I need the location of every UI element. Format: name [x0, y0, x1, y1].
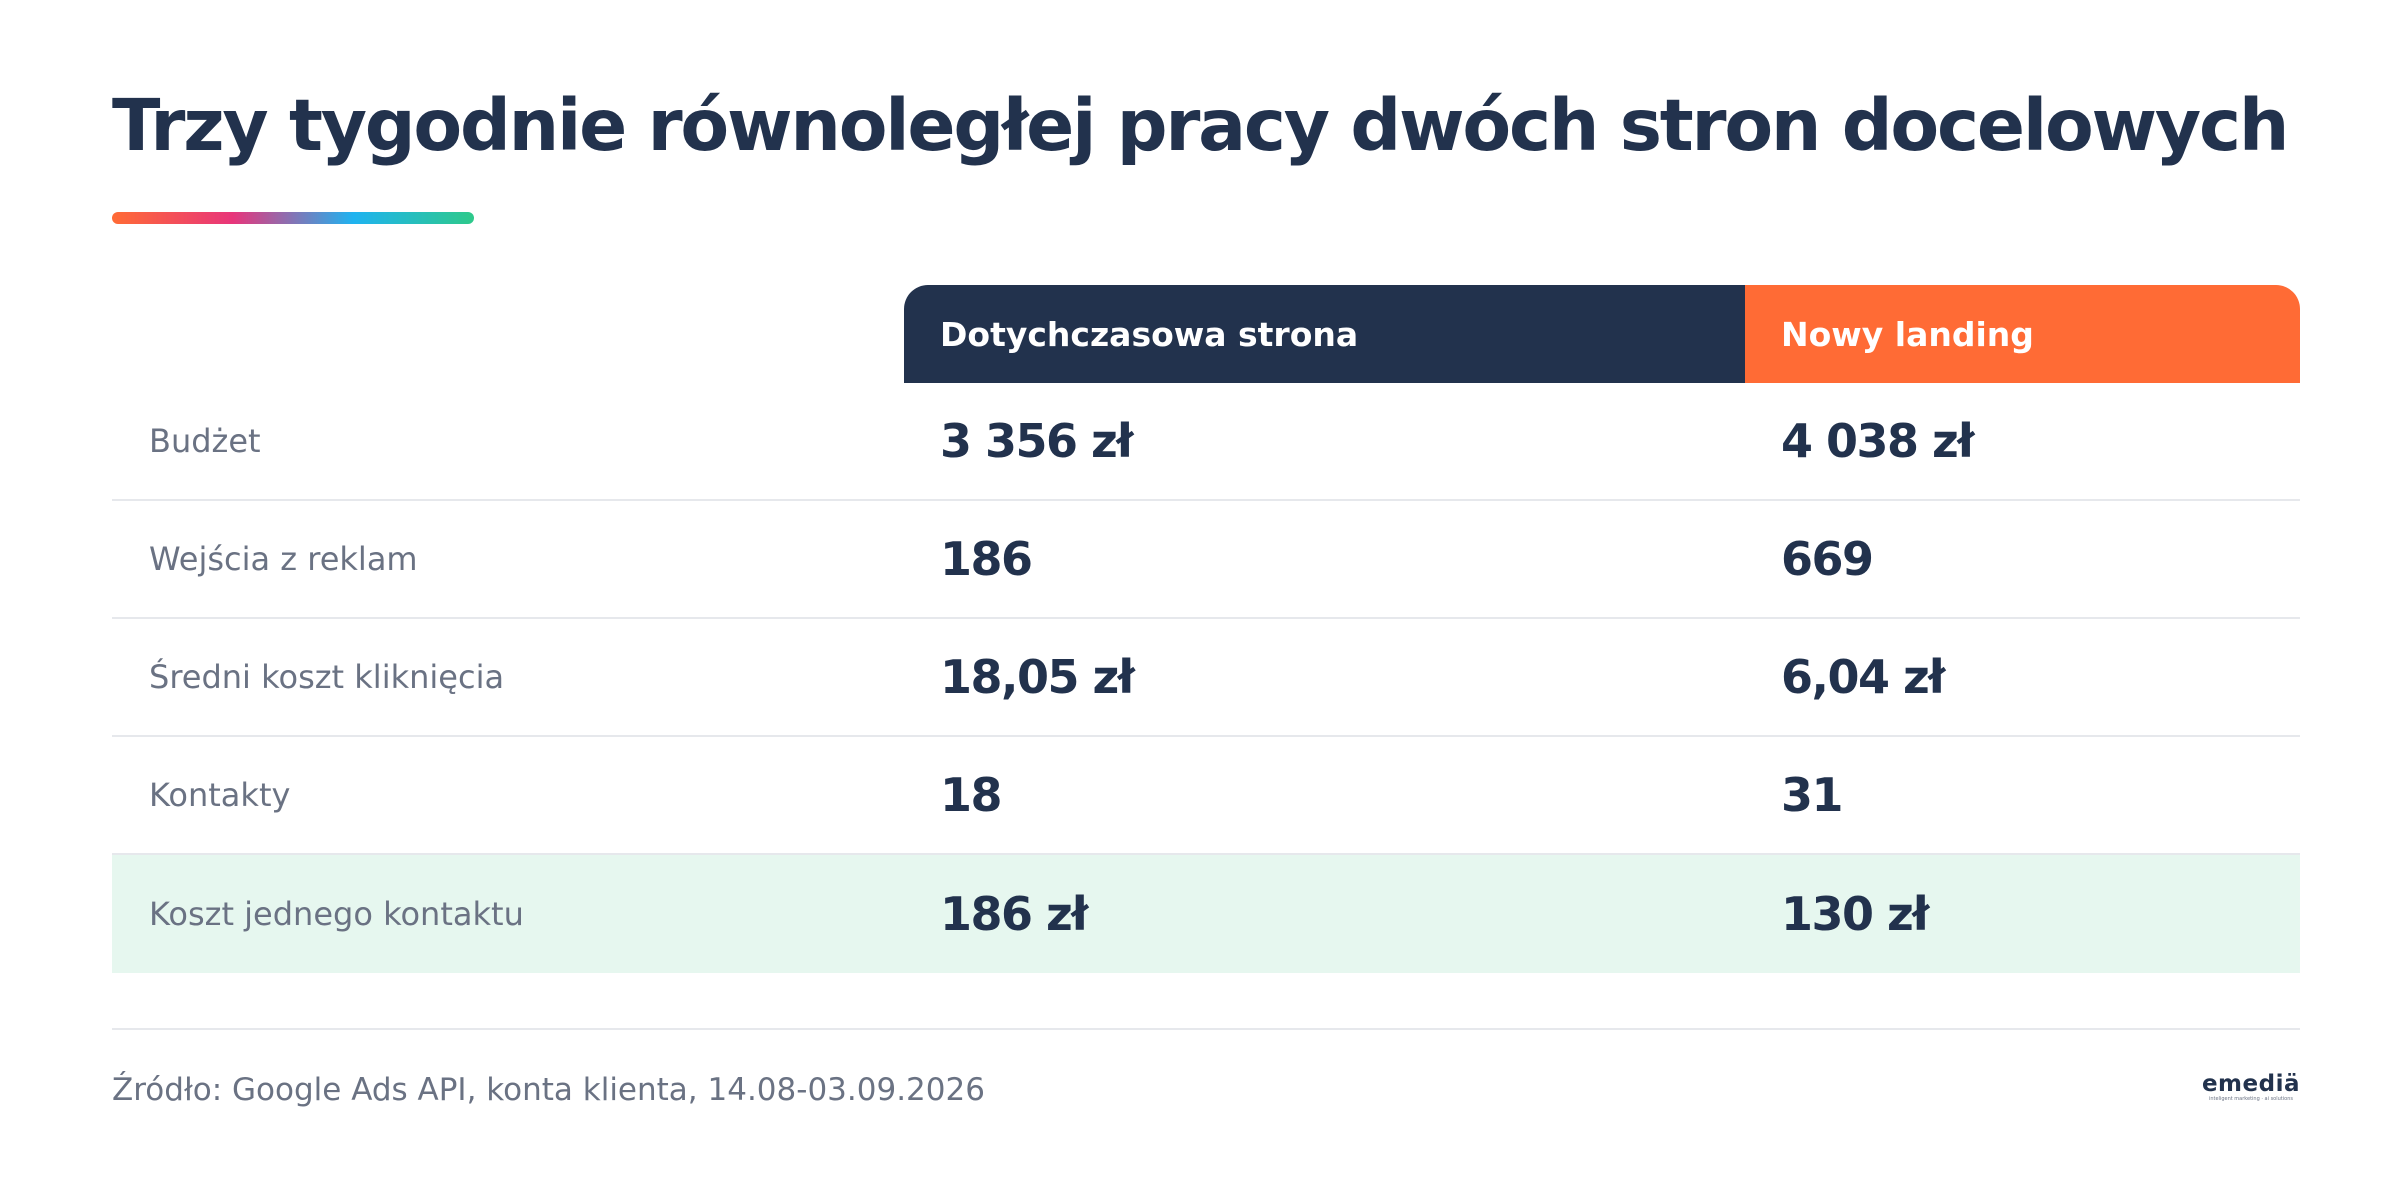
row-label: Kontakty [149, 776, 291, 814]
value-new: 6,04 zł [1781, 650, 1945, 704]
value-new: 669 [1781, 532, 1874, 586]
table-row: Kontakty 18 31 [112, 737, 2300, 855]
header-new-landing: Nowy landing [1745, 285, 2300, 383]
footer-divider [112, 1028, 2300, 1030]
row-label: Budżet [149, 422, 261, 460]
logo-tagline: inteligent marketing · ai solutions [2208, 1096, 2293, 1102]
value-old: 18 [940, 768, 1003, 822]
comparison-table: Dotychczasowa strona Nowy landing Budżet… [112, 285, 2300, 973]
table-row: Wejścia z reklam 186 669 [112, 501, 2300, 619]
header-old-page: Dotychczasowa strona [904, 285, 1745, 383]
value-new: 31 [1781, 768, 1844, 822]
page-title: Trzy tygodnie równoległej pracy dwóch st… [112, 84, 2289, 167]
row-label: Średni koszt kliknięcia [149, 658, 505, 696]
source-note: Źródło: Google Ads API, konta klienta, 1… [112, 1072, 985, 1108]
emedia-logo: emediä inteligent marketing · ai solutio… [2202, 1072, 2300, 1103]
value-old: 186 [940, 532, 1033, 586]
value-new: 4 038 zł [1781, 414, 1974, 468]
table-header-row: Dotychczasowa strona Nowy landing [112, 285, 2300, 383]
row-label: Koszt jednego kontaktu [149, 895, 524, 933]
table-row: Średni koszt kliknięcia 18,05 zł 6,04 zł [112, 619, 2300, 737]
value-old: 3 356 zł [940, 414, 1133, 468]
table-row: Budżet 3 356 zł 4 038 zł [112, 383, 2300, 501]
value-old: 18,05 zł [940, 650, 1135, 704]
row-label: Wejścia z reklam [149, 540, 418, 578]
logo-wordmark: emediä [2201, 1071, 2300, 1097]
value-old: 186 zł [940, 887, 1088, 941]
accent-gradient-bar [112, 212, 474, 224]
table-row-highlighted: Koszt jednego kontaktu 186 zł 130 zł [112, 855, 2300, 973]
header-spacer [112, 285, 904, 383]
value-new: 130 zł [1781, 887, 1929, 941]
